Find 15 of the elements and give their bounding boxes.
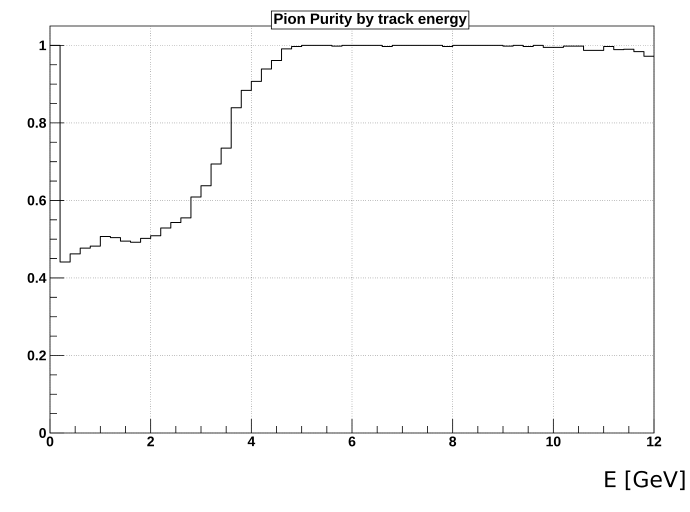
y-tick-label: 0.8 xyxy=(28,118,46,128)
y-tick-label: 1 xyxy=(40,40,46,50)
chart-title: Pion Purity by track energy xyxy=(274,13,467,28)
y-tick-label: 0.4 xyxy=(28,273,46,283)
x-tick-label: 4 xyxy=(248,436,256,446)
x-axis-title: E [GeV] xyxy=(605,470,685,490)
y-tick-label: 0 xyxy=(39,428,46,438)
x-tick-label: 6 xyxy=(348,436,356,446)
y-tick-label: 0.2 xyxy=(28,350,46,360)
y-tick-label: 0.6 xyxy=(28,195,46,206)
x-tick-label: 10 xyxy=(546,436,561,446)
x-tick-label: 0 xyxy=(46,436,54,446)
x-tick-label: 12 xyxy=(647,436,662,446)
x-tick-label: 2 xyxy=(147,436,154,446)
x-tick-label: 8 xyxy=(449,436,456,446)
